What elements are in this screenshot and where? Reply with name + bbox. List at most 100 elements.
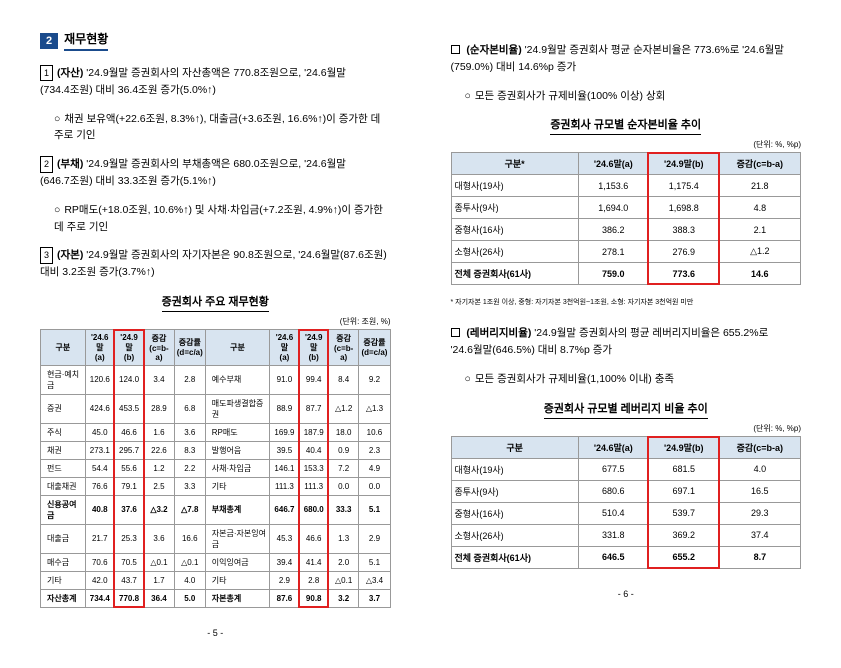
table-cell: 자본금·자본잉여금 xyxy=(205,524,270,553)
table-cell: 388.3 xyxy=(648,219,719,241)
table-cell: 680.0 xyxy=(299,495,328,524)
main-table-wrap: 구분'24.6말(a)'24.9말(b)증감(c=b-a)증감률(d=c/a)구… xyxy=(40,329,391,608)
table-header: 증감(c=b-a) xyxy=(719,153,800,175)
table-cell: 54.4 xyxy=(85,459,114,477)
page-number: - 5 - xyxy=(40,628,391,638)
table-cell: 36.4 xyxy=(144,589,175,607)
table-cell: 1,694.0 xyxy=(578,197,648,219)
table-row: 주식45.046.61.63.6RP매도169.9187.918.010.6 xyxy=(41,423,391,441)
table-cell: 681.5 xyxy=(648,458,719,480)
table-cell: 대형사(19사) xyxy=(451,175,578,197)
table-header: '24.6말(a) xyxy=(270,329,299,365)
table-cell: 5.1 xyxy=(359,553,390,571)
table-cell: 채권 xyxy=(41,441,86,459)
table-row: 소형사(26사)278.1276.9△1.2 xyxy=(451,241,801,263)
table-cell: RP매도 xyxy=(205,423,270,441)
table-cell: 8.3 xyxy=(174,441,205,459)
section-number: 2 xyxy=(40,33,58,49)
unit-label: (단위: %, %p) xyxy=(451,139,802,150)
table-cell: 3.7 xyxy=(359,589,390,607)
table-header: 증감(c=b-a) xyxy=(328,329,359,365)
table-cell: 이익잉여금 xyxy=(205,553,270,571)
page-left: 2 재무현황 1(자산) '24.9월말 증권회사의 자산총액은 770.8조원… xyxy=(20,20,411,648)
table-row: 현금·예치금120.6124.03.42.8예수부채91.099.48.49.2 xyxy=(41,365,391,394)
table-cell: 2.0 xyxy=(328,553,359,571)
table-cell: 18.0 xyxy=(328,423,359,441)
table-cell: 주식 xyxy=(41,423,86,441)
item-num-box: 2 xyxy=(40,156,53,172)
table-cell: 기타 xyxy=(205,571,270,589)
table-cell: 90.8 xyxy=(299,589,328,607)
item-block: 2(부채) '24.9월말 증권회사의 부채총액은 680.0조원으로, '24… xyxy=(40,156,391,190)
table-cell: 655.2 xyxy=(648,546,719,568)
table-row: 펀드54.455.61.22.2사채·차입금146.1153.37.24.9 xyxy=(41,459,391,477)
table-cell: 사채·차입금 xyxy=(205,459,270,477)
item-block: 3(자본) '24.9월말 증권회사의 자기자본은 90.8조원으로, '24.… xyxy=(40,247,391,281)
table-row: 종투사(9사)1,694.01,698.84.8 xyxy=(451,197,801,219)
table-cell: 25.3 xyxy=(114,524,143,553)
checkbox-icon xyxy=(451,328,460,337)
table-cell: △0.1 xyxy=(174,553,205,571)
table-cell: 종투사(9사) xyxy=(451,197,578,219)
table-cell: 중형사(16사) xyxy=(451,219,578,241)
table-cell: 1,175.4 xyxy=(648,175,719,197)
table-header: 구분 xyxy=(41,329,86,365)
table-header: '24.9말(b) xyxy=(648,436,719,458)
table-cell: 21.7 xyxy=(85,524,114,553)
table-header: '24.6말(a) xyxy=(578,153,648,175)
table-header: '24.9말(b) xyxy=(299,329,328,365)
table-title: 증권회사 주요 재무현황 xyxy=(162,293,269,312)
table-cell: 8.4 xyxy=(328,365,359,394)
table-cell: 3.2 xyxy=(328,589,359,607)
table-cell: 2.5 xyxy=(144,477,175,495)
table-cell: △1.2 xyxy=(719,241,800,263)
table-row: 전체 증권회사(61사)759.0773.614.6 xyxy=(451,263,801,285)
table-cell: 기타 xyxy=(41,571,86,589)
item-bold: (레버리지비율) xyxy=(466,327,531,339)
table-cell: 종투사(9사) xyxy=(451,480,578,502)
table-cell: 1.3 xyxy=(328,524,359,553)
table-cell: 1.7 xyxy=(144,571,175,589)
table-cell: 0.9 xyxy=(328,441,359,459)
table-cell: 331.8 xyxy=(578,524,648,546)
table-cell: 중형사(16사) xyxy=(451,502,578,524)
table-cell: 276.9 xyxy=(648,241,719,263)
table-cell: 759.0 xyxy=(578,263,648,285)
table-cell: 37.4 xyxy=(719,524,800,546)
table-cell: 39.5 xyxy=(270,441,299,459)
table-cell: 91.0 xyxy=(270,365,299,394)
table-cell: △1.2 xyxy=(328,394,359,423)
table-cell: 29.3 xyxy=(719,502,800,524)
table-cell: 자본총계 xyxy=(205,589,270,607)
table-cell: 111.3 xyxy=(299,477,328,495)
item-block: (순자본비율) '24.9월말 증권회사 평균 순자본비율은 773.6%로 '… xyxy=(451,42,802,76)
table-cell: 3.4 xyxy=(144,365,175,394)
table-cell: 2.9 xyxy=(359,524,390,553)
item-num-box: 3 xyxy=(40,247,53,263)
table-cell: △3.2 xyxy=(144,495,175,524)
table-cell: 1.6 xyxy=(144,423,175,441)
table-row: 자산총계734.4770.836.45.0자본총계87.690.83.23.7 xyxy=(41,589,391,607)
table-cell: 2.8 xyxy=(299,571,328,589)
table-header: 구분* xyxy=(451,153,578,175)
table-cell: 0.0 xyxy=(328,477,359,495)
table-row: 소형사(26사)331.8369.237.4 xyxy=(451,524,801,546)
table-cell: 424.6 xyxy=(85,394,114,423)
unit-label: (단위: %, %p) xyxy=(451,423,802,434)
table-header: 증감(c=b-a) xyxy=(719,436,800,458)
section-header: 2 재무현황 xyxy=(40,30,391,51)
item-block: (레버리지비율) '24.9월말 증권회사의 평균 레버리지비율은 655.2%… xyxy=(451,325,802,359)
table-cell: 42.0 xyxy=(85,571,114,589)
item-text: '24.9월말 증권회사의 부채총액은 680.0조원으로, '24.6월말(6… xyxy=(40,158,346,187)
table-header: '24.9말(b) xyxy=(648,153,719,175)
table-cell: 539.7 xyxy=(648,502,719,524)
table-cell: 187.9 xyxy=(299,423,328,441)
table-cell: 43.7 xyxy=(114,571,143,589)
table-cell: 79.1 xyxy=(114,477,143,495)
table-cell: 0.0 xyxy=(359,477,390,495)
table-cell: 기타 xyxy=(205,477,270,495)
table-cell: 88.9 xyxy=(270,394,299,423)
item-block: 1(자산) '24.9월말 증권회사의 자산총액은 770.8조원으로, '24… xyxy=(40,65,391,99)
table-row: 증권424.6453.528.96.8매도파생결합증권88.987.7△1.2△… xyxy=(41,394,391,423)
table-row: 대형사(19사)677.5681.54.0 xyxy=(451,458,801,480)
